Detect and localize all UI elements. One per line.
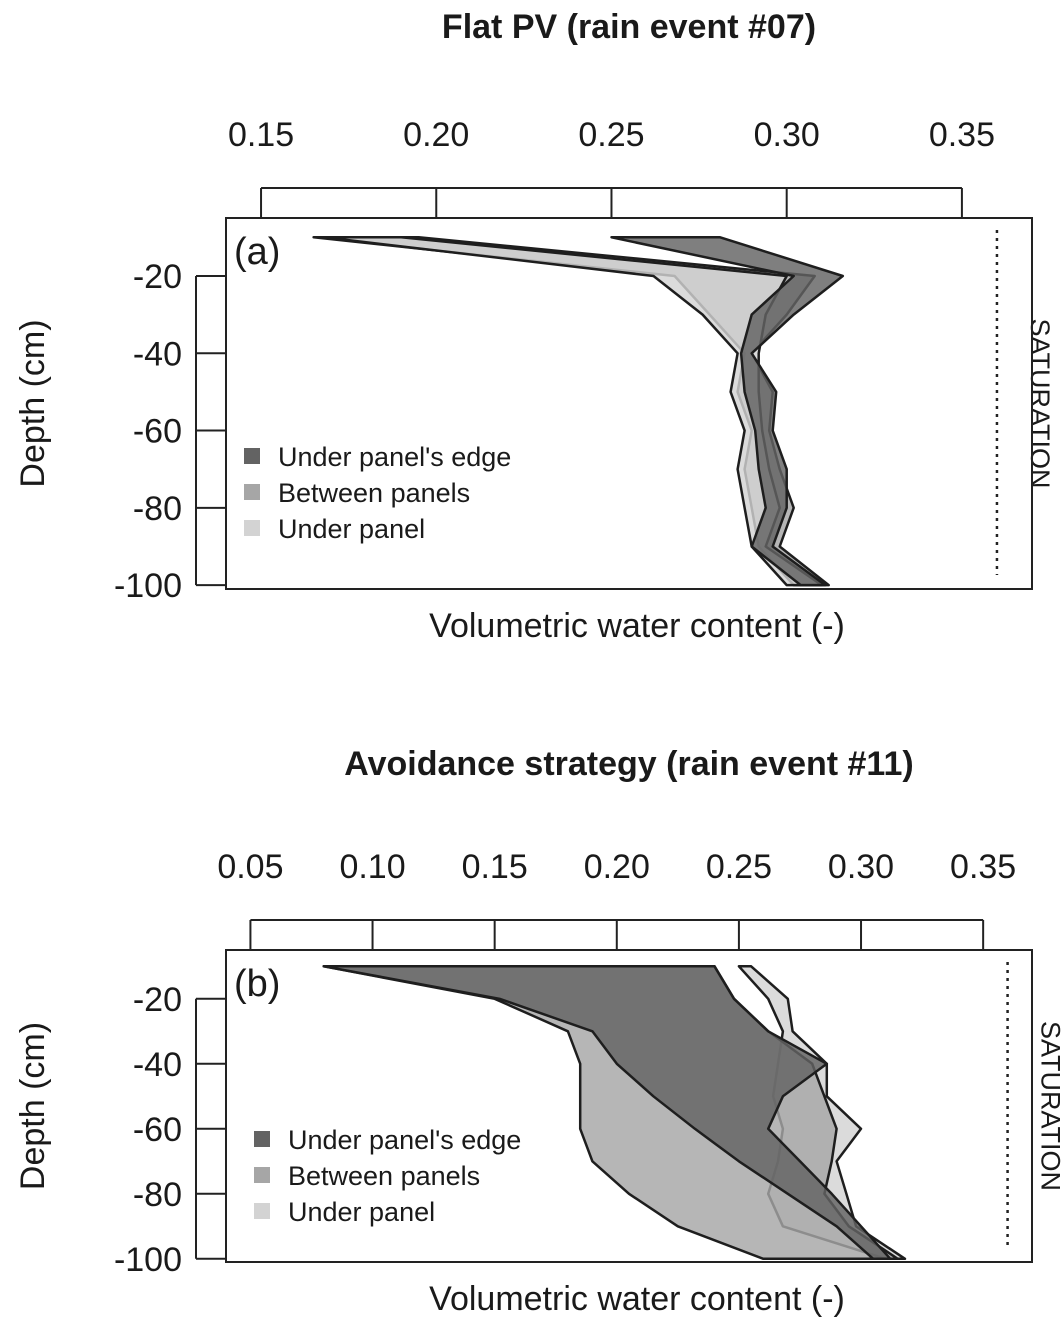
legend-label: Under panel bbox=[288, 1197, 435, 1227]
x-tick-label: 0.25 bbox=[706, 848, 772, 886]
y-tick-label: -20 bbox=[133, 258, 182, 296]
legend-swatch bbox=[254, 1131, 270, 1147]
legend-swatch bbox=[244, 520, 260, 536]
saturation-label: SATURATION bbox=[1025, 318, 1055, 488]
legend-swatch bbox=[254, 1167, 270, 1183]
y-axis-label: Depth (cm) bbox=[14, 319, 52, 487]
x-tick-label: 0.20 bbox=[584, 848, 650, 886]
legend-swatch bbox=[254, 1203, 270, 1219]
legend-label: Under panel bbox=[278, 514, 425, 544]
chart-panel-0: Flat PV (rain event #07) 0.15 0.20 0.25 0.30… bbox=[14, 8, 1055, 645]
y-tick-label: -80 bbox=[133, 490, 182, 528]
chart-panel-1: Avoidance strategy (rain event #11) 0.05 0… bbox=[14, 745, 1061, 1318]
legend-label: Under panel's edge bbox=[278, 442, 511, 472]
legend-label: Between panels bbox=[288, 1161, 480, 1191]
x-tick-label: 0.35 bbox=[929, 116, 995, 154]
series-area bbox=[610, 236, 845, 587]
plot-frame bbox=[225, 949, 1033, 1263]
y-tick-label: -80 bbox=[133, 1176, 182, 1214]
y-tick-label: -60 bbox=[133, 1111, 182, 1149]
x-tick-label: 0.20 bbox=[403, 116, 469, 154]
legend-swatch bbox=[244, 448, 260, 464]
legend-swatch bbox=[244, 484, 260, 500]
x-tick-label: 0.05 bbox=[217, 848, 283, 886]
series-area bbox=[322, 965, 892, 1261]
y-tick-label: -60 bbox=[133, 413, 182, 451]
x-tick-label: 0.15 bbox=[228, 116, 294, 154]
x-axis-label: Volumetric water content (-) bbox=[429, 607, 845, 645]
x-tick-label: 0.30 bbox=[828, 848, 894, 886]
x-tick-label: 0.25 bbox=[578, 116, 644, 154]
panel-label: (a) bbox=[234, 231, 280, 273]
panel-label: (b) bbox=[234, 963, 280, 1005]
chart-title: Flat PV (rain event #07) bbox=[442, 8, 816, 46]
legend-label: Between panels bbox=[278, 478, 470, 508]
x-tick-label: 0.15 bbox=[462, 848, 528, 886]
y-tick-label: -100 bbox=[114, 1241, 182, 1279]
y-axis-label: Depth (cm) bbox=[14, 1022, 52, 1190]
y-tick-label: -40 bbox=[133, 1046, 182, 1084]
x-tick-label: 0.10 bbox=[339, 848, 405, 886]
plot-frame bbox=[225, 217, 1033, 590]
legend-label: Under panel's edge bbox=[288, 1125, 521, 1155]
x-tick-label: 0.35 bbox=[950, 848, 1016, 886]
y-tick-label: -40 bbox=[133, 335, 182, 373]
chart-title: Avoidance strategy (rain event #11) bbox=[344, 745, 913, 783]
y-tick-label: -100 bbox=[114, 567, 182, 605]
y-tick-label: -20 bbox=[133, 981, 182, 1019]
saturation-label: SATURATION bbox=[1036, 1021, 1061, 1191]
x-tick-label: 0.30 bbox=[754, 116, 820, 154]
x-axis-label: Volumetric water content (-) bbox=[429, 1280, 845, 1318]
